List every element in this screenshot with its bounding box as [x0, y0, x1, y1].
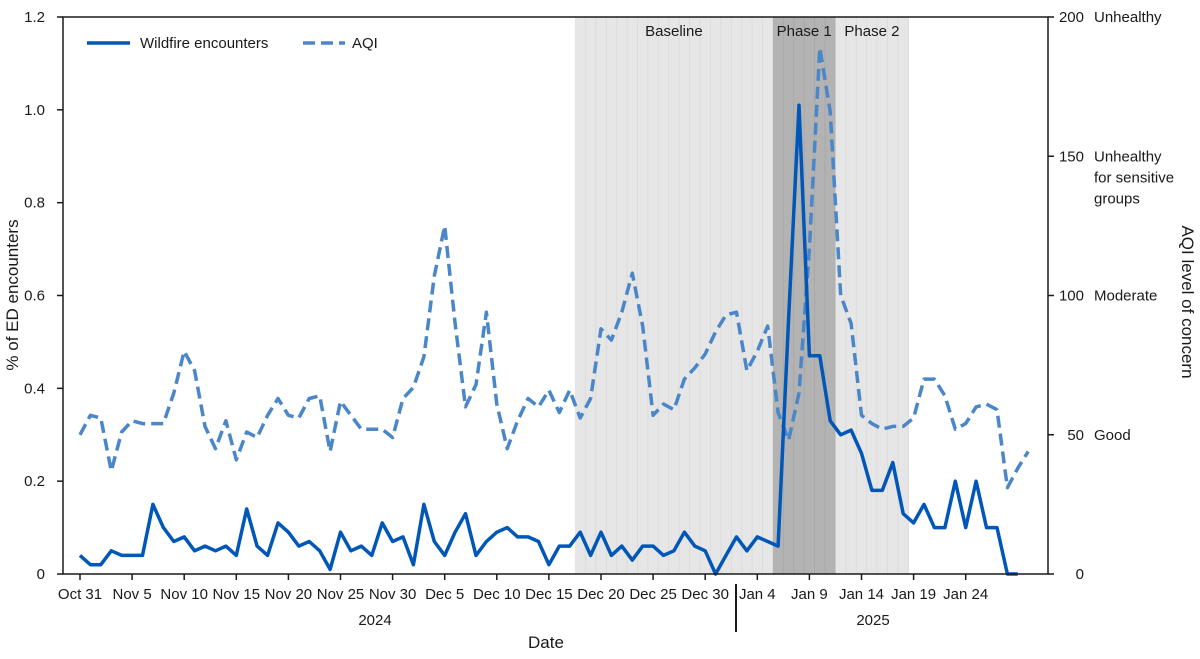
y-left-tick-label: 0.4: [24, 380, 45, 397]
aqi-category-label: Good: [1094, 427, 1131, 444]
y-left-tick-label: 0: [37, 566, 45, 583]
y-axis-right: 0 50 Good 100 Moderate 150 Unhealthy for sensit…: [1048, 9, 1174, 583]
series-line-aqi: [78, 45, 1030, 490]
y-left-tick-label: 0.6: [24, 288, 45, 305]
y-right-tick-label: 100: [1059, 288, 1084, 305]
x-tick-label: Dec 20: [577, 586, 625, 603]
y-left-tick-label: 1.2: [24, 9, 45, 26]
y-left-tick-label: 0.2: [24, 473, 45, 490]
x-tick-label: Dec 15: [525, 586, 573, 603]
y-axis-left: 0 0.2 0.4 0.6 0.8 1.0 1.2: [24, 9, 63, 583]
legend: Wildfire encounters AQI: [87, 35, 378, 52]
y-axis-right-title: AQI level of concern: [1178, 225, 1197, 378]
x-tick-label: Jan 4: [739, 586, 776, 603]
x-axis-title: Date: [528, 633, 564, 652]
band-label-baseline: Baseline: [645, 23, 703, 40]
band-label-phase-1: Phase 1: [777, 23, 832, 40]
x-axis: Oct 31 Nov 5 Nov 10 Nov 15 Nov 20 Nov 25 Nov 3…: [58, 574, 988, 603]
x-tick-label: Nov 15: [213, 586, 261, 603]
x-tick-label: Nov 25: [317, 586, 365, 603]
x-tick-label: Oct 31: [58, 586, 102, 603]
x-tick-label: Jan 9: [791, 586, 828, 603]
y-left-tick-label: 1.0: [24, 102, 45, 119]
x-tick-label: Jan 19: [891, 586, 936, 603]
y-right-tick-label: 150: [1059, 148, 1084, 165]
x-tick-label: Jan 24: [943, 586, 988, 603]
x-tick-label: Dec 25: [629, 586, 677, 603]
x-tick-label: Dec 30: [681, 586, 729, 603]
aqi-category-label: Unhealthy for sensitive groups: [1094, 148, 1174, 207]
x-tick-label: Nov 20: [265, 586, 313, 603]
y-right-tick-label: 0: [1076, 566, 1084, 583]
year-label-2024: 2024: [358, 612, 391, 629]
aqi-category-label: Moderate: [1094, 288, 1157, 305]
band-label-phase-2: Phase 2: [844, 23, 899, 40]
y-right-tick-label: 200: [1059, 9, 1084, 26]
plot-lines: [78, 45, 1030, 576]
x-tick-label: Nov 10: [160, 586, 208, 603]
band-baseline: [574, 17, 773, 574]
x-tick-label: Dec 10: [473, 586, 521, 603]
x-tick-label: Jan 14: [839, 586, 884, 603]
x-tick-label: Dec 5: [425, 586, 464, 603]
y-right-tick-label: 50: [1067, 427, 1084, 444]
y-axis-left-title: % of ED encounters: [3, 219, 22, 370]
aqi-category-label: Unhealthy: [1094, 9, 1162, 26]
legend-label-wildfire: Wildfire encounters: [140, 35, 268, 52]
y-left-tick-label: 0.8: [24, 195, 45, 212]
legend-label-aqi: AQI: [352, 35, 378, 52]
shaded-periods: Baseline Phase 1 Phase 2: [574, 17, 909, 574]
x-tick-label: Nov 5: [113, 586, 152, 603]
series-line-wildfire-encounters: [78, 103, 1018, 576]
year-label-2025: 2025: [856, 612, 889, 629]
x-tick-label: Nov 30: [369, 586, 417, 603]
